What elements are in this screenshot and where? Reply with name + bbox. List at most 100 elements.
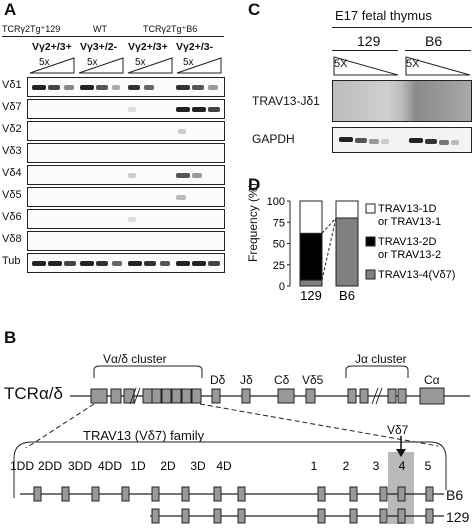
rule-129 bbox=[332, 50, 398, 51]
gel-band bbox=[208, 85, 218, 90]
family-arch bbox=[13, 441, 447, 498]
row-label-vd5: Vδ5 bbox=[2, 189, 22, 201]
gel-row-vd2 bbox=[27, 121, 225, 141]
gene-box-129 bbox=[213, 508, 222, 524]
arrow-head-vd7 bbox=[396, 449, 406, 457]
gel-band bbox=[32, 85, 46, 90]
v-segment bbox=[90, 388, 108, 404]
panel-a-letter: A bbox=[4, 0, 17, 19]
gel-band bbox=[160, 261, 170, 266]
legend-label-line2: or TRAV13-2 bbox=[378, 249, 441, 261]
gel-band bbox=[192, 85, 204, 90]
x-tick-label: B6 bbox=[339, 288, 355, 300]
dilution-triangles-a bbox=[29, 57, 222, 74]
genotype-4: Vγ2+/3- bbox=[176, 41, 214, 53]
gel-band bbox=[176, 173, 190, 178]
j-segment bbox=[359, 388, 369, 404]
gene-label: 2DD bbox=[38, 459, 62, 473]
y-tick-label: 0 bbox=[279, 281, 285, 293]
zoom-line-right bbox=[199, 403, 439, 447]
gel-band bbox=[128, 217, 136, 222]
gel-band bbox=[128, 261, 142, 266]
dilution-triangles-c bbox=[333, 56, 471, 76]
panel-c-title: E17 fetal thymus bbox=[335, 8, 432, 23]
y-tick-label: 25 bbox=[273, 260, 285, 272]
gene-box-129 bbox=[379, 508, 388, 524]
highlight-label-vd7: Vδ7 bbox=[387, 423, 409, 437]
gene-box-129 bbox=[237, 508, 246, 524]
bar-segment bbox=[299, 279, 323, 287]
gel-band bbox=[128, 85, 140, 90]
gene-label: 1DD bbox=[10, 459, 34, 473]
dilution-triangle bbox=[176, 57, 222, 74]
bar-segment bbox=[335, 217, 359, 287]
gel-row-vd5 bbox=[27, 187, 225, 207]
break-mark bbox=[371, 387, 379, 405]
gel-band bbox=[144, 261, 156, 266]
d-segment bbox=[241, 388, 251, 404]
gel-band bbox=[176, 195, 186, 200]
x-tick-label: 129 bbox=[300, 288, 322, 300]
connector-line bbox=[321, 217, 337, 281]
cluster-label-ja: Jα cluster bbox=[355, 352, 407, 366]
locus-map: 1DD 2DD 3DD 4DD 1D 2D 3D 4D 1 2 3 4 5 bbox=[10, 365, 470, 524]
b6-gene-box bbox=[237, 486, 246, 502]
gel-band bbox=[48, 85, 60, 90]
dilution-triangle bbox=[29, 57, 75, 74]
strain-header-wt: WT bbox=[93, 24, 107, 34]
gel-band bbox=[192, 173, 202, 178]
y-tick-label: 50 bbox=[273, 239, 285, 251]
gel-trav13-jd1 bbox=[332, 80, 472, 122]
bar-segment bbox=[335, 200, 359, 219]
gel-band bbox=[178, 129, 186, 134]
gel-row-vd7 bbox=[27, 99, 225, 119]
dilution-label-a1: 5x bbox=[39, 57, 50, 68]
dilution-triangle bbox=[127, 57, 173, 74]
gel-row-vd6 bbox=[27, 209, 225, 229]
segment-label-vd5: Vδ5 bbox=[302, 373, 324, 387]
dilution-triangle bbox=[78, 57, 124, 74]
gene-box-129 bbox=[397, 508, 406, 524]
panel-b-letter: B bbox=[4, 328, 17, 347]
family-label: TRAV13 (Vδ7) family bbox=[83, 428, 205, 443]
strain-label-b6: B6 bbox=[446, 487, 464, 503]
j-segment bbox=[387, 388, 397, 404]
genotype-2: Vγ3+/2- bbox=[80, 41, 118, 53]
gel-row-tub bbox=[27, 253, 225, 273]
b6-gene-box bbox=[151, 486, 160, 502]
v-segment bbox=[161, 388, 172, 404]
gene-label: 2D bbox=[160, 459, 176, 473]
brace-va-d bbox=[93, 365, 203, 378]
gene-box-129 bbox=[349, 508, 358, 524]
d-segment bbox=[211, 388, 221, 404]
gene-label: 3 bbox=[373, 459, 380, 473]
gene-label: 5 bbox=[425, 459, 432, 473]
panel-c-letter: C bbox=[248, 0, 261, 19]
row-label-tub: Tub bbox=[2, 255, 21, 267]
gel-band bbox=[176, 85, 190, 90]
gel-band bbox=[208, 107, 220, 112]
b6-gene-box bbox=[213, 486, 222, 502]
gel-band bbox=[144, 85, 154, 90]
b6-gene-box bbox=[91, 486, 100, 502]
b6-gene-box bbox=[121, 486, 130, 502]
brace-ja bbox=[345, 365, 409, 378]
genotype-3: Vγ2+/3+ bbox=[128, 41, 168, 53]
legend-label: TRAV13-2D bbox=[378, 236, 437, 248]
gene-box-129 bbox=[181, 508, 190, 524]
legend-label: TRAV13-4(Vδ7) bbox=[378, 269, 455, 281]
gel-band bbox=[48, 261, 62, 266]
gel-band bbox=[192, 107, 206, 112]
rule-b6 bbox=[405, 50, 471, 51]
dilution-label-c1: 5X bbox=[334, 58, 348, 70]
row-label-gapdh: GAPDH bbox=[252, 132, 295, 146]
row-label-trav13: TRAV13-Jδ1 bbox=[252, 94, 320, 108]
gel-row-vd1 bbox=[27, 77, 225, 97]
row-label-vd1: Vδ1 bbox=[2, 79, 22, 91]
v-segment bbox=[110, 388, 122, 404]
b6-gene-box bbox=[379, 486, 388, 502]
gel-band bbox=[208, 261, 220, 266]
gel-band bbox=[80, 261, 94, 266]
connector-line bbox=[321, 217, 337, 234]
